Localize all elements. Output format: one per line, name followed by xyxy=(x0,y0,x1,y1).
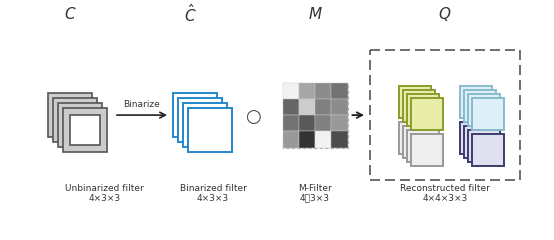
Text: 4×3×3: 4×3×3 xyxy=(197,193,229,203)
Bar xyxy=(407,130,439,162)
Bar xyxy=(299,115,315,131)
Bar xyxy=(464,90,496,122)
Text: 4，3×3: 4，3×3 xyxy=(300,193,330,203)
Bar xyxy=(411,98,443,130)
Bar xyxy=(188,108,232,152)
Text: $\mathit{Q}$: $\mathit{Q}$ xyxy=(438,5,452,23)
Bar xyxy=(315,131,331,148)
Bar xyxy=(283,131,299,148)
Bar xyxy=(399,86,431,118)
Bar xyxy=(331,131,347,148)
Bar xyxy=(283,83,299,99)
Text: Unbinarized filter: Unbinarized filter xyxy=(65,184,144,192)
Bar xyxy=(468,130,500,162)
Bar xyxy=(460,122,492,154)
Bar xyxy=(63,108,107,152)
Text: $\hat{C}$: $\hat{C}$ xyxy=(184,3,196,25)
Bar xyxy=(472,98,504,130)
Bar xyxy=(70,115,100,145)
Text: Reconstructed filter: Reconstructed filter xyxy=(400,184,490,192)
Text: $\mathit{M}$: $\mathit{M}$ xyxy=(307,6,322,22)
Bar xyxy=(315,83,331,99)
Bar xyxy=(331,99,347,115)
Bar xyxy=(331,83,347,99)
Bar xyxy=(464,126,496,158)
Bar xyxy=(315,115,331,131)
Bar xyxy=(283,83,347,148)
Bar xyxy=(299,83,315,99)
Bar xyxy=(178,98,222,142)
Bar xyxy=(183,103,227,147)
Bar xyxy=(411,134,443,166)
Bar xyxy=(48,93,92,137)
Text: Binarize: Binarize xyxy=(124,100,160,109)
Bar xyxy=(65,110,95,140)
Text: $\mathit{C}$: $\mathit{C}$ xyxy=(64,6,76,22)
Bar xyxy=(53,98,97,142)
Bar xyxy=(58,103,102,147)
Text: Binarized filter: Binarized filter xyxy=(179,184,247,192)
Text: ○: ○ xyxy=(245,108,261,126)
Bar xyxy=(55,100,85,130)
Text: M-Filter: M-Filter xyxy=(298,184,332,192)
Bar xyxy=(460,86,492,118)
Bar xyxy=(283,115,299,131)
Bar xyxy=(399,122,431,154)
Bar xyxy=(403,126,435,158)
Bar xyxy=(403,90,435,122)
Bar xyxy=(283,99,299,115)
Bar xyxy=(299,99,315,115)
Bar xyxy=(60,105,90,135)
Bar xyxy=(315,99,331,115)
Bar xyxy=(299,131,315,148)
Text: 4×3×3: 4×3×3 xyxy=(89,193,121,203)
Text: 4×4×3×3: 4×4×3×3 xyxy=(422,193,468,203)
Bar xyxy=(370,50,520,180)
Bar xyxy=(407,94,439,126)
Bar xyxy=(331,115,347,131)
Bar xyxy=(173,93,217,137)
Bar xyxy=(472,134,504,166)
Bar xyxy=(468,94,500,126)
